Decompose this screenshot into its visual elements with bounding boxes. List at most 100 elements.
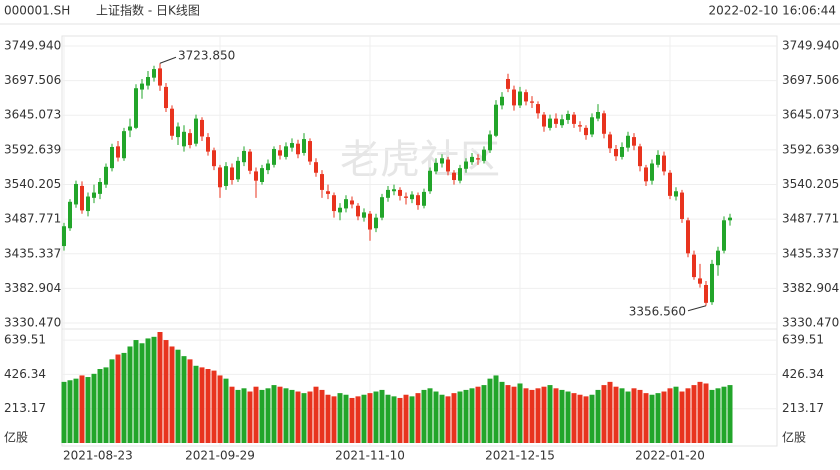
volume-bar: [475, 386, 481, 443]
volume-bar: [355, 396, 361, 443]
candle-body: [278, 150, 282, 156]
volume-bar: [271, 385, 277, 443]
volume-bar: [373, 391, 379, 443]
volume-bar: [625, 391, 631, 443]
volume-bar: [151, 336, 157, 443]
volume-bar: [145, 338, 151, 443]
volume-bar: [253, 386, 259, 443]
x-tick-label: 2022-01-20: [635, 449, 705, 463]
y-tick-label: 3592.639: [4, 142, 61, 156]
volume-bar: [715, 388, 721, 443]
candle-body: [584, 127, 588, 136]
vol-tick-label-right: 213.17: [782, 401, 824, 415]
volume-bar: [529, 389, 535, 443]
candle-body: [218, 167, 222, 188]
candle-body: [644, 167, 648, 182]
volume-bar: [349, 397, 355, 443]
candle-body: [404, 196, 408, 198]
vol-unit: 亿股: [4, 430, 28, 445]
volume-bar: [613, 386, 619, 443]
candle-body: [620, 146, 624, 157]
volume-bar: [247, 391, 253, 443]
y-tick-label: 3540.205: [4, 177, 61, 191]
volume-bar: [343, 394, 349, 443]
volume-bar: [637, 389, 643, 443]
candle-body: [182, 131, 186, 147]
candle-body: [116, 146, 120, 158]
y-tick-label-right: 3382.904: [782, 281, 839, 295]
volume-bar: [661, 391, 667, 443]
y-tick-label: 3330.470: [4, 316, 61, 330]
volume-bar: [337, 393, 343, 443]
y-tick-label-right: 3645.073: [782, 108, 839, 122]
vol-unit-right: 亿股: [782, 430, 806, 445]
volume-bar: [643, 393, 649, 443]
volume-bar: [433, 391, 439, 443]
volume-bar: [469, 388, 475, 443]
candle-body: [368, 213, 372, 230]
candle-body: [386, 189, 390, 198]
volume-bar: [499, 381, 505, 443]
candle-body: [248, 151, 252, 171]
candle-body: [356, 205, 360, 217]
volume-bar: [463, 389, 469, 443]
volume-bar: [241, 388, 247, 443]
candle-body: [374, 217, 378, 229]
candle-body: [680, 192, 684, 219]
volume-bar: [205, 369, 211, 443]
candle-body: [650, 163, 654, 181]
volume-bar: [187, 359, 193, 443]
y-tick-label: 3645.073: [4, 108, 61, 122]
volume-bar: [451, 393, 457, 443]
volume-bar: [73, 378, 79, 443]
volume-bar: [361, 394, 367, 443]
candle-body: [224, 166, 228, 186]
candle-body: [416, 195, 420, 206]
volume-bar: [649, 394, 655, 443]
volume-bar: [571, 393, 577, 443]
volume-bar: [79, 375, 85, 443]
candle-body: [74, 183, 78, 205]
volume-bar: [493, 375, 499, 443]
candle-body: [314, 162, 318, 173]
volume-bar: [169, 346, 175, 443]
volume-bar: [727, 385, 733, 443]
candle-body: [518, 91, 522, 106]
volume-bar: [331, 396, 337, 443]
candle-body: [590, 117, 594, 135]
volume-bar: [295, 391, 301, 443]
volume-bar: [577, 394, 583, 443]
y-tick-label-right: 3435.337: [782, 246, 839, 260]
volume-bar: [397, 397, 403, 443]
candle-body: [146, 76, 150, 86]
candle-body: [194, 118, 198, 144]
volume-bar: [685, 388, 691, 443]
candle-body: [482, 149, 486, 161]
candle-body: [500, 96, 504, 106]
volume-bar: [265, 388, 271, 443]
volume-bar: [679, 391, 685, 443]
candle-body: [578, 125, 582, 127]
candle-body: [284, 146, 288, 157]
volume-bar: [103, 367, 109, 443]
candle-body: [428, 170, 432, 192]
candle-body: [458, 168, 462, 181]
candle-body: [608, 134, 612, 149]
candle-body: [452, 172, 456, 181]
volume-bar: [559, 389, 565, 443]
volume-bar: [289, 389, 295, 443]
volume-bar: [481, 385, 487, 443]
volume-bar: [283, 388, 289, 443]
candle-body: [392, 189, 396, 192]
volume-bar: [667, 388, 673, 443]
timestamp: 2022-02-10 16:06:44: [709, 4, 836, 18]
volume-bar: [379, 389, 385, 443]
candle-body: [332, 195, 336, 212]
candle-body: [188, 133, 192, 146]
candle-body: [86, 196, 90, 212]
candle-body: [566, 113, 570, 120]
y-tick-label: 3697.506: [4, 73, 61, 87]
y-tick-label: 3749.940: [4, 39, 61, 53]
